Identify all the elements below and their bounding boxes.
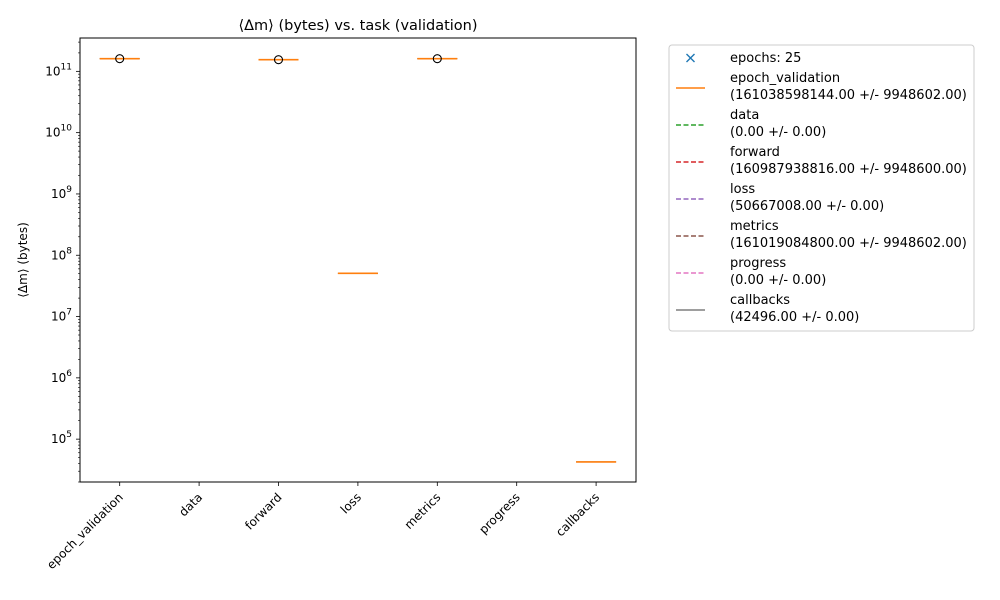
x-tick-label: epoch_validation: [44, 490, 126, 572]
legend-label: progress: [730, 256, 786, 271]
plot-area: 105 106 107 108 109 1010 1011 epoch_validation…: [44, 37, 637, 572]
y-axis: 105 106 107 108 109 1010 1011: [45, 41, 80, 483]
x-axis: epoch_validation data forward loss metrics pr…: [44, 482, 602, 572]
legend-stats: (0.00 +/- 0.00): [730, 273, 826, 288]
x-tick-label: progress: [476, 490, 523, 537]
x-tick-label: data: [176, 490, 205, 519]
boxes: [99, 54, 617, 463]
legend-x-marker: [686, 53, 695, 63]
legend-stats: (42496.00 +/- 0.00): [730, 310, 859, 325]
y-tick-label: 108: [51, 246, 72, 262]
legend-entry: progress (0.00 +/- 0.00): [676, 256, 826, 288]
plot-frame: [79, 37, 637, 483]
outlier-marker: [273, 55, 284, 65]
x-tick-label: loss: [338, 490, 364, 516]
legend-label: forward: [730, 145, 780, 160]
box-epoch_validation: [99, 54, 140, 64]
box-metrics: [417, 54, 458, 64]
outlier-marker: [115, 54, 125, 64]
legend-label: epochs: 25: [730, 51, 801, 66]
legend-entry: epoch_validation (161038598144.00 +/- 994…: [676, 71, 967, 103]
legend-stats: (161038598144.00 +/- 9948602.00): [730, 88, 967, 103]
x-tick-label: forward: [242, 490, 284, 532]
legend-stats: (0.00 +/- 0.00): [730, 125, 826, 140]
y-tick-label: 1011: [45, 62, 72, 78]
legend-entry: forward (160987938816.00 +/- 9948600.00): [676, 145, 967, 177]
y-axis-label: ⟨Δm⟩ (bytes): [16, 222, 30, 298]
chart-title: ⟨Δm⟩ (bytes) vs. task (validation): [238, 18, 477, 34]
legend-entries: epochs: 25 epoch_validation (161038598144.…: [676, 51, 967, 325]
legend-label: epoch_validation: [730, 71, 840, 86]
y-tick-label: 1010: [45, 124, 72, 140]
legend-label: data: [730, 108, 759, 123]
legend-label: metrics: [730, 219, 779, 234]
outlier-marker: [432, 54, 442, 64]
legend-stats: (50667008.00 +/- 0.00): [730, 199, 884, 214]
legend-stats: (161019084800.00 +/- 9948602.00): [730, 236, 967, 251]
y-tick-label: 106: [51, 369, 72, 385]
legend-entry: callbacks (42496.00 +/- 0.00): [676, 293, 859, 325]
legend-stats: (160987938816.00 +/- 9948600.00): [730, 162, 967, 177]
y-tick-label: 107: [51, 308, 72, 324]
legend-entry: epochs: 25: [686, 51, 801, 66]
legend-label: loss: [730, 182, 755, 197]
x-tick-label: callbacks: [553, 490, 602, 539]
y-tick-label: 105: [51, 430, 72, 446]
legend-entry: loss (50667008.00 +/- 0.00): [676, 182, 884, 214]
y-tick-label: 109: [51, 185, 72, 201]
box-forward: [258, 55, 299, 65]
legend-entry: data (0.00 +/- 0.00): [676, 108, 826, 140]
x-tick-label: metrics: [402, 490, 444, 532]
legend-label: callbacks: [730, 293, 790, 308]
legend-frame: [668, 44, 975, 332]
legend: epochs: 25 epoch_validation (161038598144.…: [668, 44, 975, 332]
legend-entry: metrics (161019084800.00 +/- 9948602.00): [676, 219, 967, 251]
